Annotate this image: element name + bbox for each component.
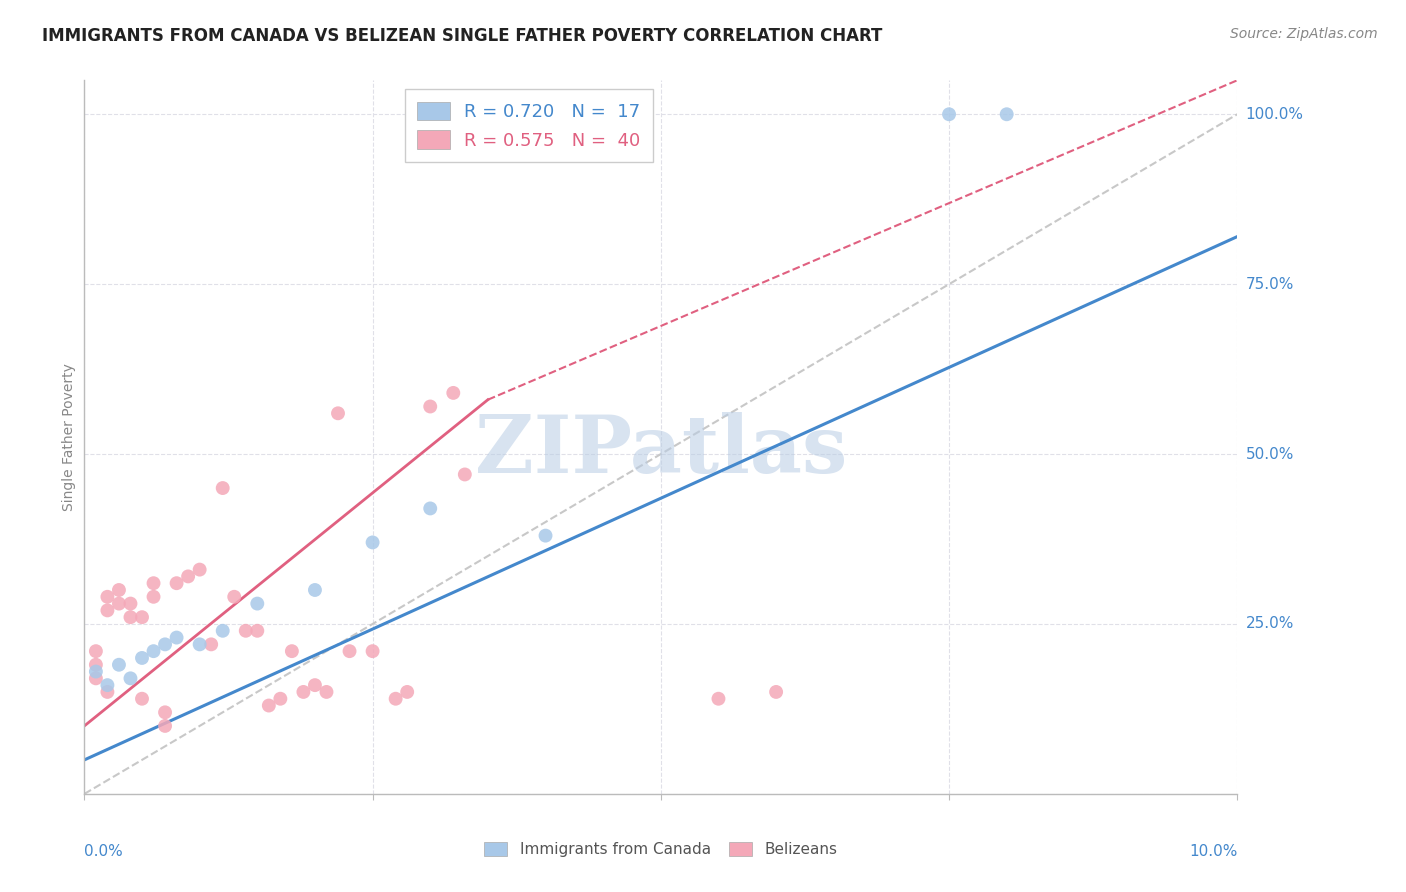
Point: [269, 691, 291, 706]
Point: [120, 597, 142, 611]
Text: 10.0%: 10.0%: [1189, 844, 1237, 859]
Point: [384, 691, 406, 706]
Point: [246, 624, 269, 638]
Point: [188, 563, 211, 577]
Point: [84, 644, 107, 658]
Point: [153, 637, 176, 651]
Point: [166, 576, 188, 591]
Point: [211, 624, 233, 638]
Point: [246, 597, 269, 611]
Point: [454, 467, 477, 482]
Point: [96, 678, 118, 692]
Point: [938, 107, 960, 121]
Point: [707, 691, 730, 706]
Point: [142, 576, 165, 591]
Point: [304, 582, 326, 597]
Text: IMMIGRANTS FROM CANADA VS BELIZEAN SINGLE FATHER POVERTY CORRELATION CHART: IMMIGRANTS FROM CANADA VS BELIZEAN SINGL…: [42, 27, 883, 45]
Point: [235, 624, 257, 638]
Point: [419, 400, 441, 414]
Point: [224, 590, 246, 604]
Text: 0.0%: 0.0%: [84, 844, 124, 859]
Text: 25.0%: 25.0%: [1246, 616, 1294, 632]
Text: 50.0%: 50.0%: [1246, 447, 1294, 461]
Point: [153, 719, 176, 733]
Text: 75.0%: 75.0%: [1246, 277, 1294, 292]
Point: [361, 644, 384, 658]
Point: [142, 644, 165, 658]
Point: [96, 685, 118, 699]
Point: [108, 657, 131, 672]
Point: [361, 535, 384, 549]
Point: [96, 590, 118, 604]
Point: [96, 603, 118, 617]
Point: [153, 706, 176, 720]
Point: [281, 644, 304, 658]
Point: [339, 644, 361, 658]
Point: [108, 582, 131, 597]
Point: [131, 651, 153, 665]
Point: [534, 528, 557, 542]
Point: [995, 107, 1018, 121]
Point: [441, 385, 464, 400]
Text: 100.0%: 100.0%: [1246, 107, 1303, 122]
Point: [84, 665, 107, 679]
Point: [84, 671, 107, 685]
Point: [765, 685, 787, 699]
Legend: Immigrants from Canada, Belizeans: Immigrants from Canada, Belizeans: [477, 834, 845, 864]
Point: [142, 590, 165, 604]
Point: [292, 685, 315, 699]
Point: [211, 481, 233, 495]
Point: [257, 698, 280, 713]
Y-axis label: Single Father Poverty: Single Father Poverty: [62, 363, 76, 511]
Point: [120, 671, 142, 685]
Point: [166, 631, 188, 645]
Point: [315, 685, 337, 699]
Point: [120, 610, 142, 624]
Point: [419, 501, 441, 516]
Point: [200, 637, 222, 651]
Point: [84, 657, 107, 672]
Point: [304, 678, 326, 692]
Text: ZIPatlas: ZIPatlas: [475, 412, 846, 491]
Point: [188, 637, 211, 651]
Point: [326, 406, 349, 420]
Point: [177, 569, 200, 583]
Point: [396, 685, 419, 699]
Point: [131, 610, 153, 624]
Text: Source: ZipAtlas.com: Source: ZipAtlas.com: [1230, 27, 1378, 41]
Point: [131, 691, 153, 706]
Point: [108, 597, 131, 611]
